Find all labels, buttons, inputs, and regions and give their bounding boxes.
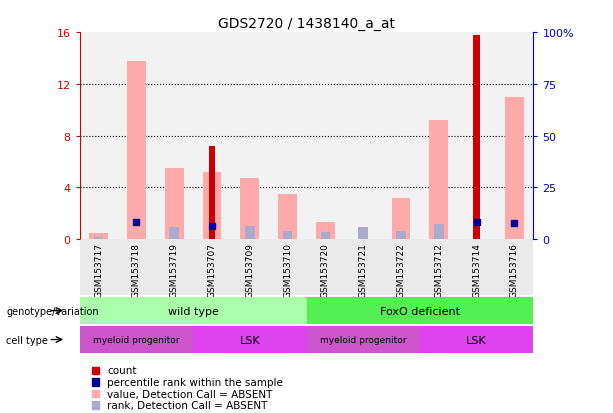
Text: percentile rank within the sample: percentile rank within the sample <box>107 377 283 387</box>
Bar <box>94 237 104 240</box>
Bar <box>306 326 420 353</box>
Text: GSM153716: GSM153716 <box>510 242 519 297</box>
Bar <box>278 195 297 240</box>
Bar <box>345 33 382 240</box>
Text: GSM153714: GSM153714 <box>472 242 481 297</box>
Bar <box>345 240 382 295</box>
Bar <box>420 240 458 295</box>
Text: FoxO deficient: FoxO deficient <box>380 306 460 316</box>
Text: GSM153720: GSM153720 <box>321 242 330 297</box>
Bar <box>434 225 444 240</box>
Text: LSK: LSK <box>466 335 487 345</box>
Text: GSM153707: GSM153707 <box>207 242 216 297</box>
Text: GSM153718: GSM153718 <box>132 242 141 297</box>
Text: LSK: LSK <box>240 335 260 345</box>
Bar <box>80 240 118 295</box>
Bar <box>396 231 406 240</box>
Bar <box>193 240 231 295</box>
Text: value, Detection Call = ABSENT: value, Detection Call = ABSENT <box>107 389 273 399</box>
Bar <box>118 240 155 295</box>
Bar <box>169 228 179 240</box>
Bar <box>245 226 254 240</box>
Bar <box>208 147 215 240</box>
Bar <box>268 33 306 240</box>
Bar <box>420 33 458 240</box>
Bar <box>306 297 533 324</box>
Bar <box>429 121 448 240</box>
Bar <box>268 240 306 295</box>
Text: GSM153717: GSM153717 <box>94 242 103 297</box>
Text: cell type: cell type <box>6 335 48 345</box>
Bar <box>283 231 292 240</box>
Text: GSM153712: GSM153712 <box>434 242 443 297</box>
Bar <box>392 198 411 240</box>
Bar <box>231 33 268 240</box>
Bar <box>89 233 108 240</box>
Bar <box>80 297 306 324</box>
Bar <box>231 240 268 295</box>
Bar <box>316 223 335 240</box>
Text: count: count <box>107 366 137 375</box>
Text: GSM153709: GSM153709 <box>245 242 254 297</box>
Bar <box>80 33 118 240</box>
Bar <box>458 33 495 240</box>
Bar <box>458 240 495 295</box>
Bar <box>202 173 221 240</box>
Title: GDS2720 / 1438140_a_at: GDS2720 / 1438140_a_at <box>218 17 395 31</box>
Text: GSM153710: GSM153710 <box>283 242 292 297</box>
Bar <box>80 326 193 353</box>
Bar <box>420 326 533 353</box>
Bar <box>155 33 193 240</box>
Bar <box>359 228 368 240</box>
Text: genotype/variation: genotype/variation <box>6 306 99 316</box>
Bar <box>193 33 231 240</box>
Text: wild type: wild type <box>168 306 218 316</box>
Bar <box>321 232 330 240</box>
Bar <box>382 240 420 295</box>
Text: GSM153722: GSM153722 <box>397 242 406 297</box>
Bar <box>240 179 259 240</box>
Text: myeloid progenitor: myeloid progenitor <box>320 335 406 344</box>
Bar <box>155 240 193 295</box>
Bar <box>118 33 155 240</box>
Text: GSM153719: GSM153719 <box>170 242 179 297</box>
Text: GSM153721: GSM153721 <box>359 242 368 297</box>
Bar <box>306 33 345 240</box>
Bar <box>382 33 420 240</box>
Text: myeloid progenitor: myeloid progenitor <box>93 335 180 344</box>
Bar <box>473 36 480 240</box>
Text: rank, Detection Call = ABSENT: rank, Detection Call = ABSENT <box>107 400 268 410</box>
Bar <box>193 326 306 353</box>
Bar <box>495 33 533 240</box>
Bar <box>127 62 146 240</box>
Bar <box>306 240 345 295</box>
Bar <box>505 97 524 240</box>
Bar <box>495 240 533 295</box>
Bar <box>165 169 184 240</box>
